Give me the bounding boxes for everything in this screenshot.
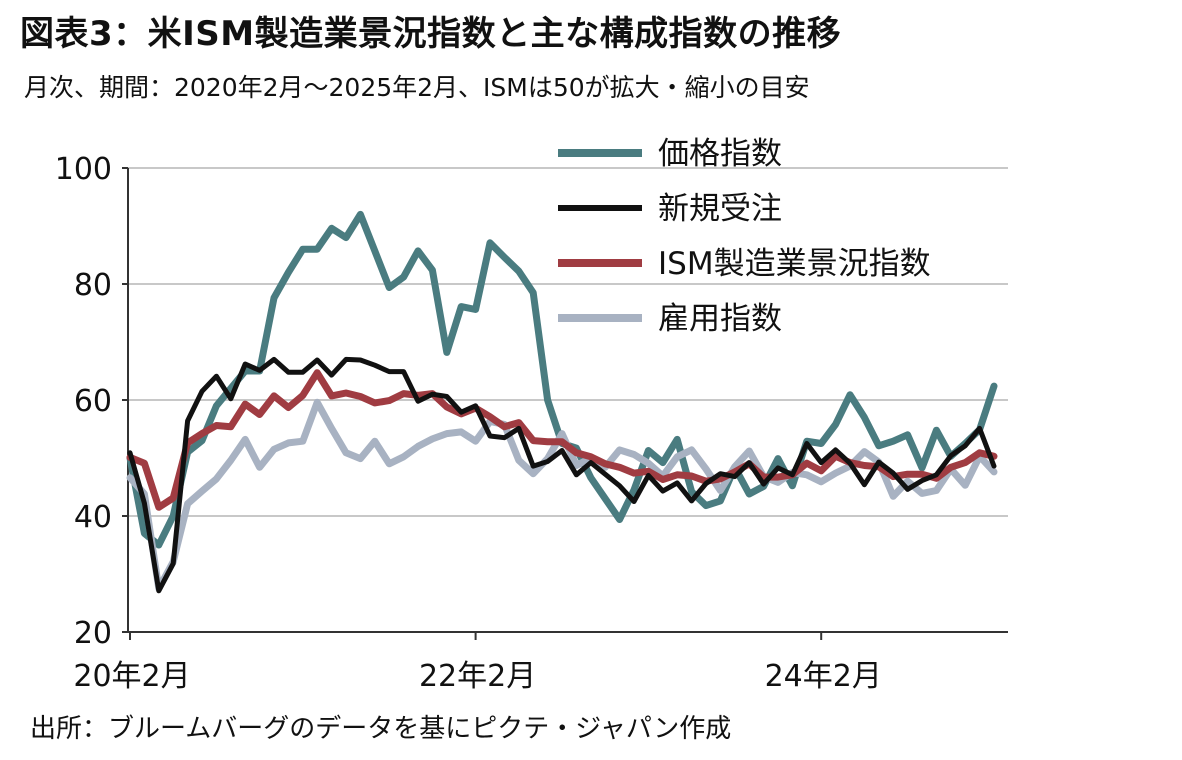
series-line-3 [126,398,998,592]
chart-subtitle: 月次、期間：2020年2月～2025年2月、ISMは50が拡大・縮小の目安 [24,73,810,102]
x-tick-label: 22年2月 [419,659,536,694]
x-tick-label: 24年2月 [765,659,882,694]
series-line-1 [127,356,997,594]
y-tick-label: 100 [55,152,112,187]
y-tick-label: 20 [74,616,112,651]
series-lines [126,210,998,594]
gridlines [128,167,1008,517]
axes: 20 40 60 80 100 20年2月 22年2月 24年2月 [55,152,1008,694]
legend-label: ISM製造業景況指数 [658,246,931,282]
legend-label: 価格指数 [658,136,782,172]
y-tick-label: 40 [74,500,112,535]
y-tick-label: 60 [74,384,112,419]
legend-label: 新規受注 [658,191,782,227]
source-note: 出所：ブルームバーグのデータを基にピクテ・ジャパン作成 [30,714,732,744]
legend-label: 雇用指数 [658,301,782,337]
y-tick-label: 80 [74,268,112,303]
x-tick-label: 20年2月 [73,659,190,694]
page-title: 図表3：米ISM製造業景況指数と主な構成指数の推移 [20,14,842,54]
